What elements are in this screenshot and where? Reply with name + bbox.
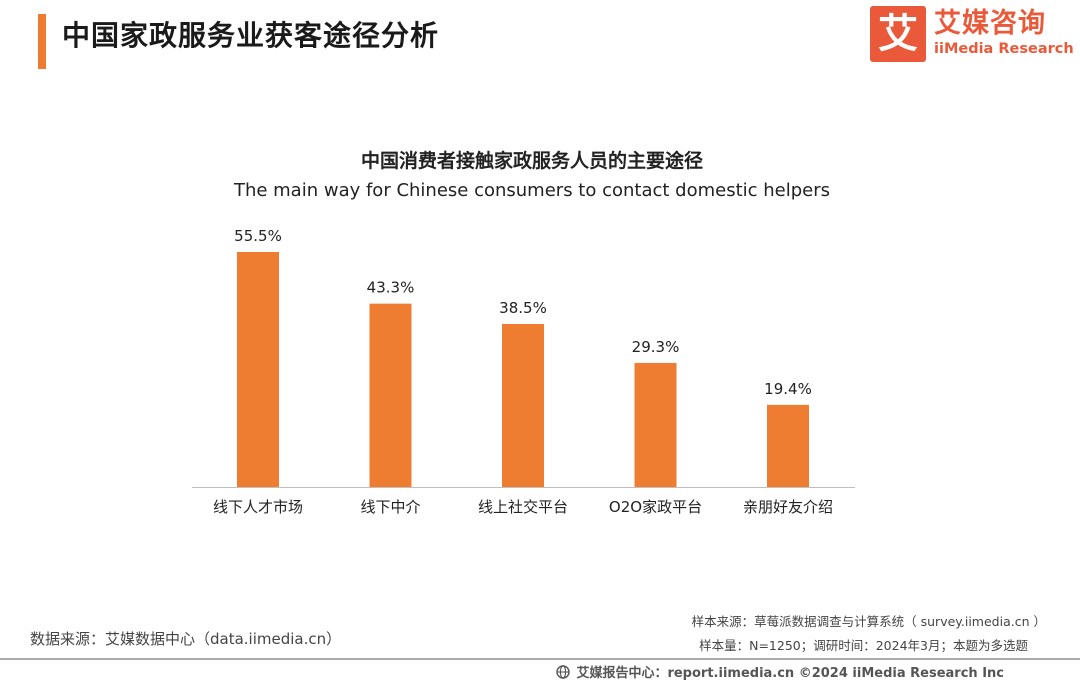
bar-2 <box>369 303 412 487</box>
data-source: 数据来源：艾媒数据中心（data.iimedia.cn） <box>30 630 342 648</box>
bar-value-label: 19.4% <box>764 380 812 398</box>
bar-4 <box>634 362 677 487</box>
bar-5 <box>767 404 809 487</box>
chart-title: 中国消费者接触家政服务人员的主要途径 <box>360 150 703 172</box>
bar-value-label: 43.3% <box>367 279 415 297</box>
category-label: 亲朋好友介绍 <box>743 498 833 516</box>
footer-text: 艾媒报告中心：report.iimedia.cn ©2024 iiMedia R… <box>576 666 1004 681</box>
logo-mark: 艾 <box>870 6 926 62</box>
footer-divider <box>0 658 1080 660</box>
globe-icon <box>556 664 571 679</box>
category-label: 线上社交平台 <box>478 498 568 516</box>
chart-subtitle: The main way for Chinese consumers to co… <box>233 180 831 201</box>
page-title: 中国家政服务业获客途径分析 <box>62 19 440 52</box>
bar-value-label: 55.5% <box>234 227 282 245</box>
category-label: 线下人才市场 <box>213 498 303 516</box>
category-label: O2O家政平台 <box>609 498 702 516</box>
sample-source: 样本来源：草莓派数据调查与计算系统（ survey.iimedia.cn ） <box>691 614 1046 629</box>
bar-value-label: 29.3% <box>632 338 680 356</box>
logo-en-text: iiMedia Research <box>934 41 1074 57</box>
bar-1 <box>237 252 279 487</box>
bar-3 <box>502 323 544 487</box>
category-label: 线下中介 <box>360 498 420 516</box>
title-accent-bar <box>38 14 46 69</box>
sample-info: 样本量：N=1250；调研时间：2024年3月；本题为多选题 <box>699 638 1028 653</box>
footer: 艾媒报告中心：report.iimedia.cn ©2024 iiMedia R… <box>556 662 1004 681</box>
logo-cn-text: 艾媒咨询 <box>934 8 1046 39</box>
bar-value-label: 38.5% <box>499 299 547 317</box>
logo: 艾 艾媒咨询 iiMedia Research <box>870 6 1074 62</box>
